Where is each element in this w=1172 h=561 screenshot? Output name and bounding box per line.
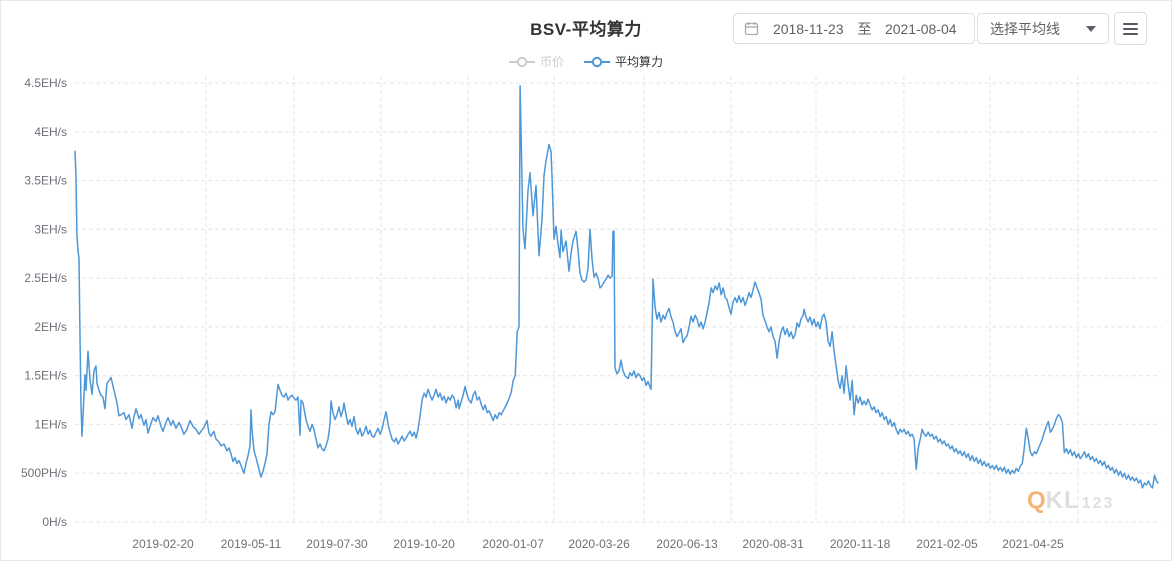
date-range-picker[interactable]: 2018-11-23 至 2021-08-04 [733,13,975,44]
y-axis-label: 2.5EH/s [24,271,67,285]
page-title: BSV-平均算力 [530,20,642,39]
watermark-qkl123: Q KL 123 [1027,489,1114,513]
legend-item-hashrate[interactable]: 平均算力 [584,53,663,70]
date-range-separator: 至 [857,20,872,37]
y-axis-label: 0H/s [42,515,67,529]
x-axis-label: 2020-11-18 [830,537,891,551]
watermark-q: Q [1027,487,1046,514]
y-axis-label: 4.5EH/s [24,76,67,90]
watermark-123: 123 [1081,495,1115,512]
x-axis-label: 2020-06-13 [656,537,718,551]
legend-label-hashrate: 平均算力 [615,55,664,69]
x-axis-label: 2021-04-25 [1002,537,1064,551]
start-date-value[interactable]: 2018-11-23 [772,20,844,37]
ma-select-label: 选择平均线 [990,20,1060,37]
legend-item-price[interactable]: 币价 [508,53,564,70]
y-axis-label: 3EH/s [34,222,67,236]
y-axis-label: 1EH/s [34,417,67,431]
y-axis-label: 500PH/s [21,466,67,480]
line-marker-icon [508,56,535,67]
menu-button[interactable] [1114,12,1147,45]
x-axis-label: 2019-05-11 [221,537,282,551]
x-axis-label: 2019-10-20 [393,537,455,551]
hashrate-line [74,85,1159,489]
x-axis-label: 2021-02-05 [916,537,978,551]
hamburger-icon [1123,22,1138,25]
x-axis-label: 2020-08-31 [742,537,804,551]
line-marker-icon [584,56,610,67]
y-axis-label: 4EH/s [34,125,67,139]
ma-select-dropdown[interactable]: 选择平均线 [977,13,1109,44]
x-axis-label: 2020-03-26 [568,537,630,551]
legend: 币价 平均算力 [1,53,1171,70]
chevron-down-icon [1086,25,1096,32]
x-axis-label: 2019-02-20 [132,537,194,551]
x-axis-label: 2020-01-07 [482,537,544,551]
y-axis-label: 3.5EH/s [24,174,67,188]
watermark-kl: KL [1045,487,1080,514]
legend-label-price: 币价 [539,55,564,69]
x-axis-label: 2019-07-30 [306,537,368,551]
y-axis-label: 1.5EH/s [24,369,67,383]
calendar-icon [744,22,759,36]
end-date-value[interactable]: 2021-08-04 [884,20,957,37]
y-axis-label: 2EH/s [34,320,67,334]
